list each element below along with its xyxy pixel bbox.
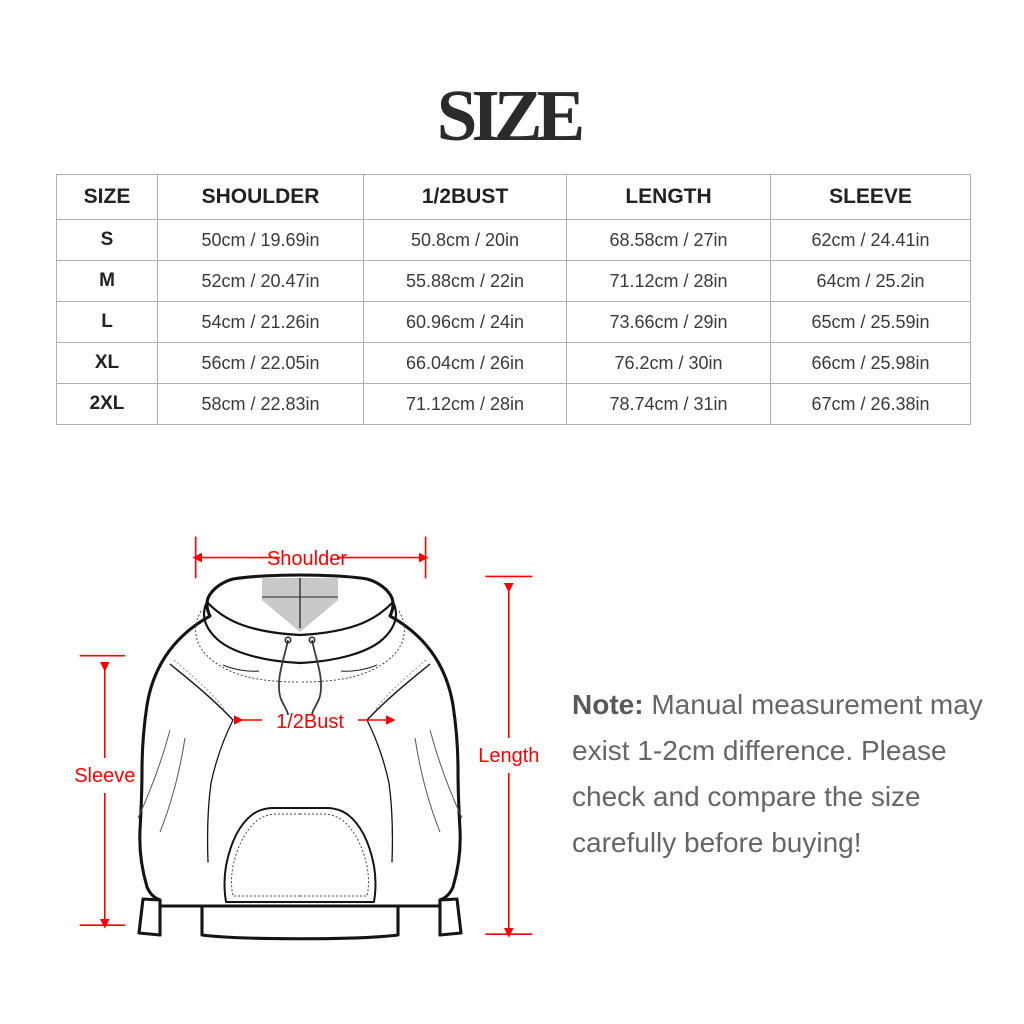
svg-text:Shoulder: Shoulder — [267, 548, 347, 570]
svg-text:1/2Bust: 1/2Bust — [276, 711, 344, 733]
svg-text:Sleeve: Sleeve — [74, 765, 135, 787]
svg-text:Length: Length — [478, 745, 539, 767]
